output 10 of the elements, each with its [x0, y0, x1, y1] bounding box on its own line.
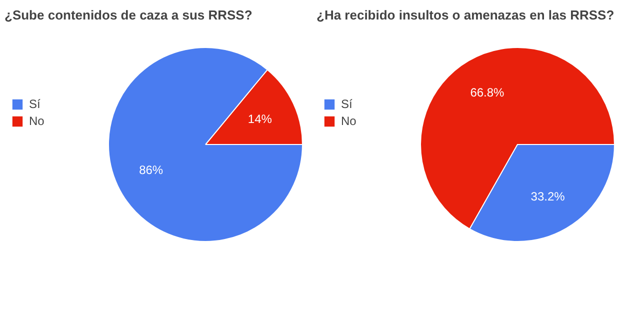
data-label: 33.2%	[530, 189, 566, 204]
data-label: 66.8%	[470, 86, 505, 100]
data-label: 86%	[139, 163, 164, 178]
legend-label: Sí	[341, 97, 354, 111]
chart-title: ¿Sube contenidos de caza a sus RRSS?	[4, 8, 252, 22]
legend-label: Sí	[29, 97, 42, 111]
legend-label: No	[341, 114, 358, 128]
data-label: 14%	[248, 112, 272, 126]
legend-label: No	[29, 114, 46, 128]
chart-title: ¿Ha recibido insultos o amenazas en las RRSS?	[316, 8, 614, 22]
